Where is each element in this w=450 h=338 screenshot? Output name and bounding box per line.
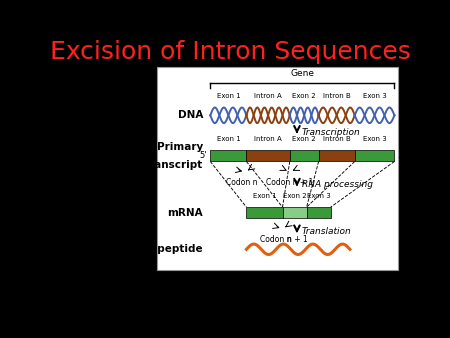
Text: Intron B: Intron B — [323, 136, 351, 142]
Bar — [158, 67, 398, 270]
Text: Gene: Gene — [290, 69, 315, 78]
Bar — [247, 207, 283, 218]
Text: DNA: DNA — [178, 110, 203, 120]
Text: Exon 3: Exon 3 — [363, 93, 387, 99]
Text: 3': 3' — [397, 151, 405, 161]
Text: Exon 3: Exon 3 — [363, 136, 387, 142]
Text: Translation: Translation — [302, 227, 351, 236]
Text: Polypeptide: Polypeptide — [132, 244, 203, 254]
Text: 5': 5' — [199, 151, 207, 161]
Text: transcript: transcript — [145, 160, 203, 170]
Text: Exon 3: Exon 3 — [307, 193, 330, 199]
Text: RNA processing: RNA processing — [302, 180, 373, 189]
Text: Exon 1: Exon 1 — [216, 136, 240, 142]
Text: Intron A: Intron A — [254, 136, 282, 142]
Text: n + 1: n + 1 — [287, 235, 307, 244]
Text: Codon n + 1: Codon n + 1 — [266, 178, 314, 187]
Text: Exon 2: Exon 2 — [292, 136, 316, 142]
Text: Primary: Primary — [157, 142, 203, 152]
Bar — [306, 207, 331, 218]
Text: Intron B: Intron B — [323, 93, 351, 99]
Bar — [290, 150, 319, 162]
Text: Transcription: Transcription — [302, 128, 360, 137]
Text: Excision of Intron Sequences: Excision of Intron Sequences — [50, 40, 411, 64]
Bar — [210, 150, 247, 162]
Text: Codon n: Codon n — [226, 178, 257, 187]
Bar — [247, 150, 290, 162]
Text: Exon 2: Exon 2 — [283, 193, 306, 199]
Text: Intron A: Intron A — [254, 93, 282, 99]
Bar — [283, 207, 306, 218]
Text: Exon 1: Exon 1 — [252, 193, 276, 199]
Text: mRNA: mRNA — [167, 208, 203, 218]
Text: Codon n: Codon n — [260, 235, 291, 244]
Text: Exon 1: Exon 1 — [216, 93, 240, 99]
Bar — [319, 150, 355, 162]
Bar — [355, 150, 394, 162]
Text: Exon 2: Exon 2 — [292, 93, 316, 99]
